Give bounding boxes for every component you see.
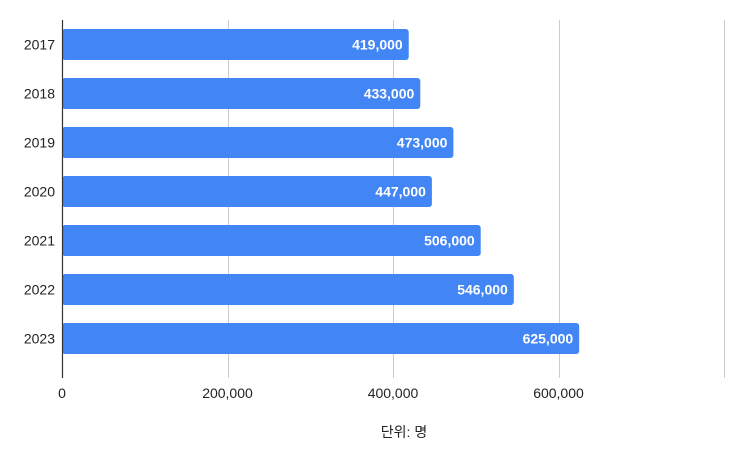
x-tick-label-0: 0	[58, 385, 66, 401]
x-tick-label-2: 400,000	[368, 385, 419, 401]
bar-2020	[62, 176, 432, 207]
x-axis-title: 단위: 명	[381, 424, 427, 440]
category-label-2021: 2021	[24, 233, 55, 249]
data-label-2022: 546,000	[457, 282, 508, 298]
bars	[62, 29, 580, 354]
data-label-2023: 625,000	[523, 331, 574, 347]
category-label-2022: 2022	[24, 282, 55, 298]
category-label-2019: 2019	[24, 135, 55, 151]
x-tick-label-1: 200,000	[202, 385, 253, 401]
bar-2021	[62, 225, 481, 256]
category-label-2020: 2020	[24, 184, 55, 200]
bar-2018	[62, 78, 421, 109]
labels: 419,000 2017 433,000 2018 473,000 2019 447,000…	[24, 37, 584, 402]
data-label-2021: 506,000	[424, 233, 475, 249]
bar-2019	[62, 127, 454, 158]
data-label-2019: 473,000	[397, 135, 448, 151]
bar-2017	[62, 29, 409, 60]
bar-2022	[62, 274, 514, 305]
data-label-2018: 433,000	[364, 86, 415, 102]
x-tick-label-3: 600,000	[533, 385, 584, 401]
data-label-2020: 447,000	[375, 184, 426, 200]
data-label-2017: 419,000	[352, 37, 403, 53]
category-label-2023: 2023	[24, 331, 55, 347]
category-label-2018: 2018	[24, 86, 55, 102]
category-label-2017: 2017	[24, 37, 55, 53]
bar-2023	[62, 323, 580, 354]
